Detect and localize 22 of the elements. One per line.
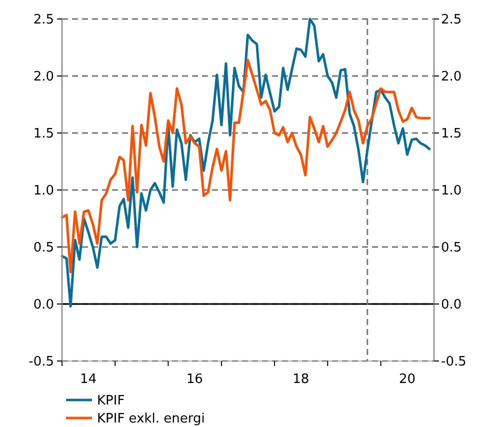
y-tick-label: 1.5 [33,126,54,142]
line-series [60,58,431,274]
x-tick-label: 20 [398,372,416,387]
y2-tick-label: 0.5 [441,240,462,256]
x-tick-label: 18 [292,372,310,387]
x-tick-label: 14 [80,372,97,387]
y-tick-label: 2.5 [33,12,54,28]
x-tick-label: 16 [186,372,203,387]
y-tick-label: 0.5 [33,240,54,256]
y-tick-label: -0.5 [28,354,54,370]
y2-tick-label: 2.5 [441,12,462,28]
y-tick-label: 0.0 [33,298,54,313]
y-tick-label: 2.0 [33,70,54,85]
y-tick-label: 1.0 [33,184,54,199]
legend-label: KPIF [97,394,125,409]
line-series [60,18,431,308]
y2-tick-label: 2.0 [441,70,462,85]
y2-tick-label: 0.0 [441,298,462,313]
legend-label: KPIF exkl. energi [97,412,205,427]
y2-tick-label: -0.5 [441,354,466,370]
y2-tick-label: 1.0 [441,184,462,199]
y2-tick-label: 1.5 [441,126,462,142]
